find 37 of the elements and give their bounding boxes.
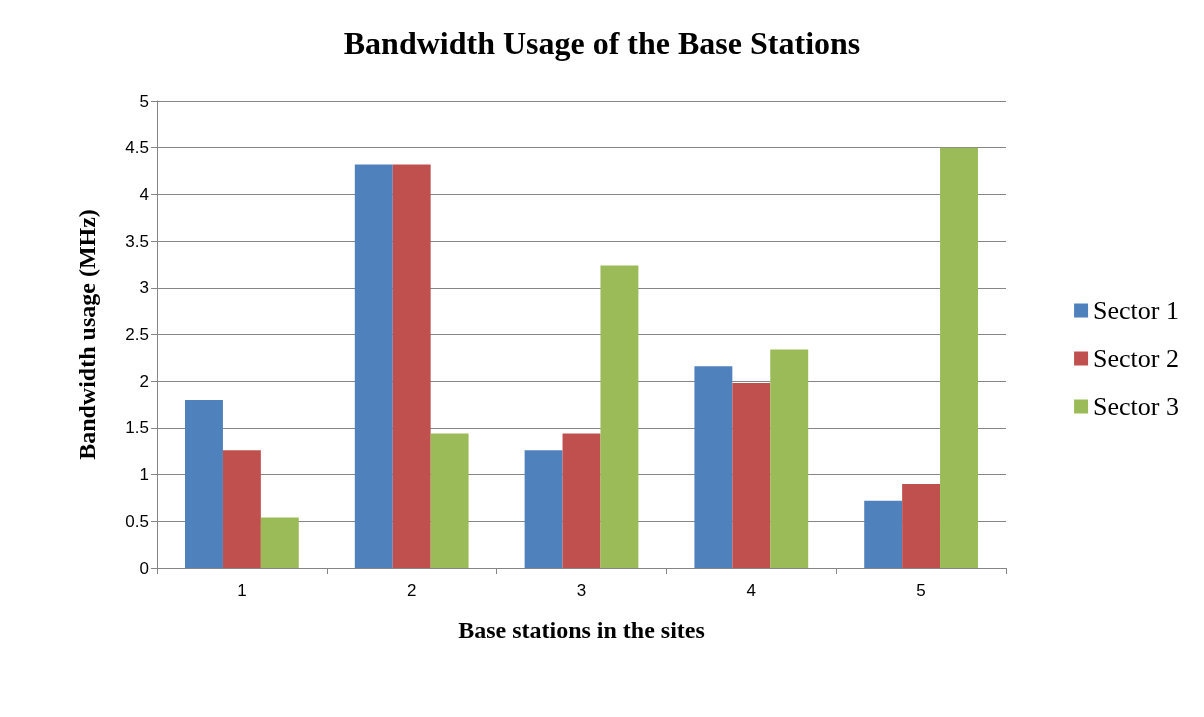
y-tick-label: 1 xyxy=(139,465,149,485)
legend-label: Sector 2 xyxy=(1093,344,1179,373)
x-tick-label: 5 xyxy=(916,581,926,600)
bar xyxy=(770,349,809,568)
bar xyxy=(732,383,771,568)
y-tick-label: 4.5 xyxy=(125,138,149,158)
y-tick-label: 5 xyxy=(139,91,149,111)
y-axis-title: Bandwidth usage (MHz) xyxy=(74,209,100,460)
x-tick-label: 1 xyxy=(237,581,247,600)
y-tick-label: 3.5 xyxy=(125,231,149,251)
x-tick-label: 2 xyxy=(406,581,417,600)
bar xyxy=(222,450,261,568)
legend-label: Sector 3 xyxy=(1093,392,1179,421)
bar xyxy=(392,164,431,568)
bar xyxy=(524,450,563,568)
bar xyxy=(354,164,393,568)
y-tick-label: 0.5 xyxy=(125,511,149,531)
y-tick-label: 4 xyxy=(139,184,149,204)
bar xyxy=(940,147,978,568)
y-tick-label: 2 xyxy=(139,371,149,391)
y-tick-label: 1.5 xyxy=(125,418,149,438)
bar xyxy=(562,433,601,568)
y-tick-label: 2.5 xyxy=(125,325,149,344)
bar xyxy=(185,399,223,568)
bar xyxy=(430,433,469,568)
legend-label: Sector 1 xyxy=(1093,296,1179,325)
x-tick-label: 3 xyxy=(576,581,587,600)
x-axis-title: Base stations in the sites xyxy=(458,617,705,643)
y-tick-label: 0 xyxy=(139,558,149,578)
y-tick-label: 3 xyxy=(139,278,149,298)
bar xyxy=(902,483,941,568)
chart-title: Bandwidth Usage of the Base Stations xyxy=(343,25,861,61)
bar xyxy=(864,500,903,568)
x-tick-label: 4 xyxy=(746,581,757,600)
bar xyxy=(694,366,733,568)
bar xyxy=(600,265,639,568)
bar xyxy=(260,517,299,568)
